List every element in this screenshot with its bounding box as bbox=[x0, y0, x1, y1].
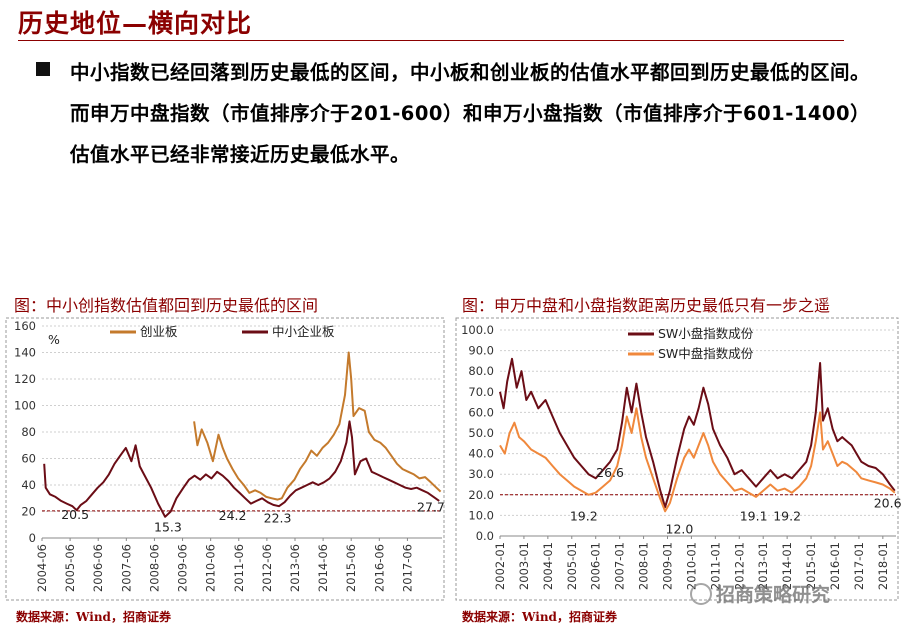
chart2-xtick-label: 2003-01 bbox=[517, 542, 531, 590]
chart2-annotation: 19.1 bbox=[740, 509, 768, 524]
chart1-xtick-label: 2017-06 bbox=[400, 544, 414, 592]
chart1-xtick-label: 2011-06 bbox=[232, 544, 246, 592]
chart2-xtick-label: 2004-01 bbox=[541, 542, 555, 590]
chart1-ylabel: % bbox=[48, 332, 60, 347]
chart2-xtick-label: 2015-01 bbox=[804, 542, 818, 590]
chart2-annotation: 19.2 bbox=[773, 508, 801, 523]
chart1-series-line-0 bbox=[193, 351, 442, 501]
chart1-ytick-label: 20 bbox=[21, 505, 36, 519]
chart2-xtick-label: 2018-01 bbox=[876, 542, 890, 590]
chart1-xtick-label: 2013-06 bbox=[288, 544, 302, 592]
chart2-ytick-label: 30.0 bbox=[468, 467, 494, 481]
chart2-valuation-sw-mid-small: 0.0 10.0 20.0 30.0 40.0 50.0 60.0 70.0 80.0 90.0 1… bbox=[455, 317, 902, 601]
chart1-legend-label-0: 创业板 bbox=[140, 324, 178, 339]
chart1-xtick-label: 2016-06 bbox=[372, 544, 386, 592]
chart2-annotation: 12.0 bbox=[666, 521, 694, 536]
chart2-xtick-label: 2011-01 bbox=[708, 542, 722, 590]
chart1-ytick-label: 80 bbox=[21, 425, 36, 439]
chart1-xtick-label: 2008-06 bbox=[147, 544, 161, 592]
bullet-square-icon bbox=[36, 62, 50, 76]
chart2-ytick-label: 40.0 bbox=[468, 447, 494, 461]
chart1-xtick-label: 2010-06 bbox=[204, 544, 218, 592]
chart1-ytick-label: 0 bbox=[29, 531, 36, 545]
chart2-source: 数据来源：Wind，招商证券 bbox=[462, 610, 617, 624]
chart1-ytick-label: 60 bbox=[21, 452, 36, 466]
chart1-xtick-label: 2015-06 bbox=[344, 544, 358, 592]
chart2-ytick-label: 20.0 bbox=[468, 488, 494, 502]
chart2-xtick-label: 2009-01 bbox=[660, 542, 674, 590]
wechat-logo-icon bbox=[690, 583, 712, 605]
chart1-xtick-label: 2005-06 bbox=[63, 544, 77, 592]
chart1-ytick-label: 40 bbox=[21, 478, 36, 492]
intro-paragraph: 中小指数已经回落到历史最低的区间，中小板和创业板的估值水平都回到历史最低的区间。… bbox=[70, 61, 871, 166]
chart1-xtick-label: 2004-06 bbox=[35, 544, 49, 592]
chart2-annotation: 19.2 bbox=[570, 508, 598, 523]
chart2-legend-label-0: SW小盘指数成份 bbox=[658, 326, 754, 341]
chart2-ytick-label: 10.0 bbox=[468, 508, 494, 522]
chart1-xtick-label: 2014-06 bbox=[316, 544, 330, 592]
chart1-xtick-label: 2007-06 bbox=[119, 544, 133, 592]
chart2-legend-label-1: SW中盘指数成份 bbox=[658, 346, 754, 361]
chart1-annotation: 15.3 bbox=[154, 520, 182, 535]
chart2-xtick-label: 2002-01 bbox=[493, 542, 507, 590]
chart2-xtick-label: 2014-01 bbox=[780, 542, 794, 590]
chart1-annotation: 24.2 bbox=[219, 508, 247, 523]
chart2-annotation: 26.6 bbox=[596, 465, 624, 480]
chart1-ytick-label: 140 bbox=[14, 346, 36, 360]
chart1-valuation-chinext-sme: 0 20 40 60 80 100 120 140 160 2004-06 2005-06 2006-… bbox=[5, 317, 445, 601]
chart2-ytick-label: 60.0 bbox=[468, 405, 494, 419]
chart1-ytick-label: 100 bbox=[14, 399, 36, 413]
chart1-annotation: 20.5 bbox=[61, 507, 89, 522]
chart2-xtick-label: 2010-01 bbox=[684, 542, 698, 590]
chart2-xtick-label: 2016-01 bbox=[828, 542, 842, 590]
chart1-title: 图：中小创指数估值都回到历史最低的区间 bbox=[14, 296, 319, 315]
chart2-title: 图：申万中盘和小盘指数距离历史最低只有一步之遥 bbox=[462, 296, 831, 315]
chart2-xtick-label: 2017-01 bbox=[852, 542, 866, 590]
chart2-xtick-label: 2008-01 bbox=[637, 542, 651, 590]
chart1-legend-label-1: 中小企业板 bbox=[272, 324, 335, 339]
chart2-ytick-label: 100.0 bbox=[461, 323, 494, 337]
chart1-source: 数据来源：Wind，招商证券 bbox=[16, 610, 171, 624]
chart2-ytick-label: 0.0 bbox=[476, 529, 494, 543]
chart1-ytick-label: 120 bbox=[14, 372, 36, 386]
chart2-annotation: 20.6 bbox=[874, 496, 902, 511]
chart1-series-line-1 bbox=[43, 420, 440, 518]
chart2-xtick-label: 2005-01 bbox=[565, 542, 579, 590]
page-title: 历史地位—横向对比 bbox=[18, 9, 253, 38]
chart1-annotation: 22.3 bbox=[264, 510, 292, 525]
chart1-xtick-label: 2006-06 bbox=[91, 544, 105, 592]
chart1-annotation: 27.7 bbox=[417, 499, 445, 514]
chart2-series-line-1 bbox=[499, 407, 896, 513]
chart1-ytick-label: 160 bbox=[14, 319, 36, 333]
chart2-xtick-label: 2006-01 bbox=[589, 542, 603, 590]
chart2-xtick-label: 2013-01 bbox=[756, 542, 770, 590]
chart1-xtick-label: 2012-06 bbox=[260, 544, 274, 592]
watermark: 招商策略研究 bbox=[716, 584, 831, 606]
chart2-series-line-0 bbox=[499, 357, 896, 509]
title-divider bbox=[18, 40, 844, 41]
chart2-xtick-label: 2012-01 bbox=[732, 542, 746, 590]
chart2-frame bbox=[455, 317, 899, 601]
chart2-ytick-label: 90.0 bbox=[468, 344, 494, 358]
chart2-ytick-label: 70.0 bbox=[468, 385, 494, 399]
chart2-xtick-label: 2007-01 bbox=[613, 542, 627, 590]
chart2-ytick-label: 50.0 bbox=[468, 426, 494, 440]
chart2-ytick-label: 80.0 bbox=[468, 364, 494, 378]
chart1-xtick-label: 2009-06 bbox=[176, 544, 190, 592]
